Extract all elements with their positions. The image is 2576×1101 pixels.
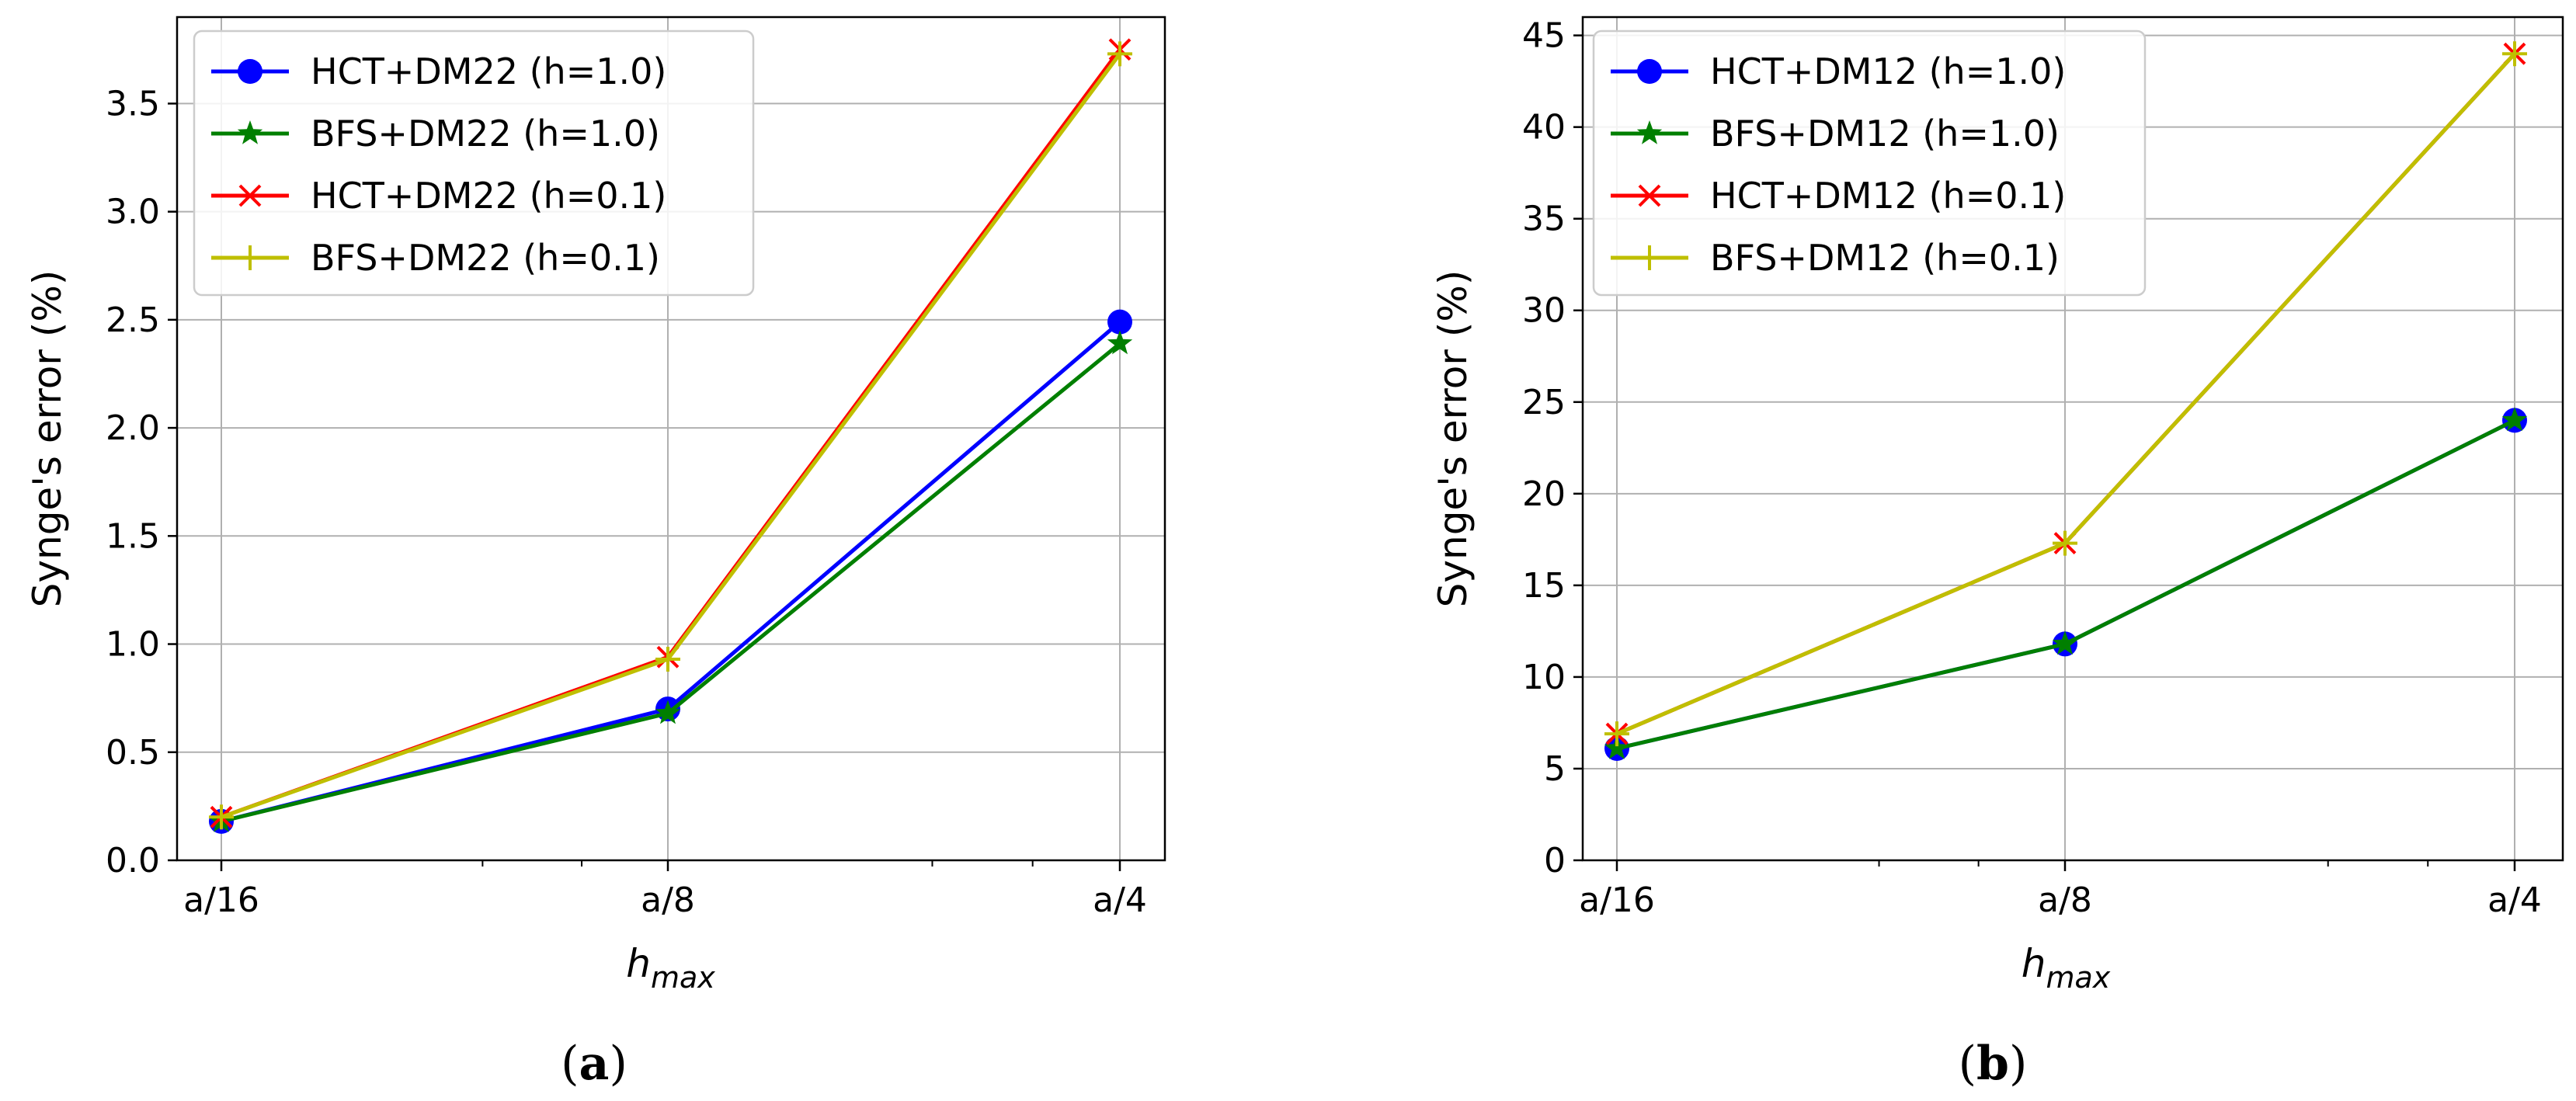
x-tick-label: a/4 [1093,880,1147,920]
y-tick-label: 2.5 [106,300,160,340]
data-point [209,804,234,830]
legend: HCT+DM22 (h=1.0) BFS+DM22 (h=1.0) HCT+DM22… [193,30,755,297]
legend: HCT+DM12 (h=1.0) BFS+DM12 (h=1.0) HCT+DM12… [1592,30,2147,297]
x-axis-title-main: h [626,941,651,986]
y-tick-label: 25 [1522,383,1566,422]
y-tick-label: 2.0 [106,408,160,448]
series-line [221,320,1121,824]
legend-entry: BFS+DM22 (h=1.0) [311,113,660,155]
x-tick-label: a/4 [2487,880,2542,920]
y-tick-label: 30 [1522,291,1566,331]
data-point [2501,407,2528,432]
y-tick-label: 0.0 [106,841,160,880]
x-axis-title-main: h [2022,941,2046,986]
y-tick-label: 3.0 [106,193,160,232]
legend-entry: HCT+DM22 (h=1.0) [311,50,666,92]
legend-marker [238,59,262,84]
chart-b: 0 5 10 15 20 25 30 35 40 45 a/16 a/8 a/4 Synge's erro… [1431,16,2564,1091]
data-point [1107,309,1132,335]
legend-entry: HCT+DM12 (h=0.1) [1710,175,2066,217]
legend-entry: BFS+DM12 (h=1.0) [1710,113,2060,155]
legend-marker [238,184,262,207]
y-tick-label: 1.5 [106,516,160,556]
caption-open: ( [1959,1037,1976,1091]
series-line [221,342,1121,824]
legend-entry: HCT+DM12 (h=1.0) [1710,50,2066,92]
data-point [2502,41,2527,67]
legend-marker [1637,245,1662,270]
data-point [1604,721,1629,747]
series-3 [209,41,1132,830]
plot-frame [176,16,1166,862]
caption-letter: b [1976,1037,2009,1091]
y-tick-label: 1.0 [106,625,160,665]
x-axis-title: hmax [2022,941,2111,995]
x-axis-title-sub: max [2046,960,2110,995]
series-1 [1604,407,2528,759]
x-axis-title: hmax [626,941,715,995]
data-point [1604,735,1630,759]
legend-box [193,30,755,297]
legend-marker [238,245,262,270]
series-1 [208,330,1133,832]
series-0 [209,309,1132,834]
x-tick-label: a/16 [183,880,259,920]
y-tick-label: 15 [1522,566,1566,606]
y-tick-label: 10 [1522,658,1566,697]
data-point [2053,530,2077,556]
y-axis-title: Synge's error (%) [25,270,70,608]
y-tick-label: 3.5 [106,84,160,123]
data-point [1107,41,1132,67]
data-point [655,700,681,724]
plot-frame [1581,16,2564,862]
y-tick-label: 45 [1522,16,1566,56]
x-tick-label: a/16 [1579,880,1655,920]
caption-open: ( [561,1037,579,1091]
legend-entry: BFS+DM22 (h=0.1) [311,237,660,279]
x-tick-label: a/8 [2038,880,2092,920]
x-axis-title-sub: max [651,960,715,995]
legend-marker [1638,184,1661,207]
caption-close: ) [2009,1037,2027,1091]
legend-marker [237,120,263,144]
y-axis-title: Synge's error (%) [1431,270,1476,608]
y-tick-label: 0 [1544,841,1566,880]
caption-close: ) [609,1037,627,1091]
y-tick-label: 35 [1522,200,1566,239]
figure-caption: (b) [1959,1037,2028,1091]
y-tick-label: 20 [1522,474,1566,514]
legend-box [1592,30,2147,297]
y-tick-label: 5 [1544,749,1566,789]
data-point [1107,330,1133,355]
figure-caption: (a) [561,1037,627,1091]
legend-entry: BFS+DM12 (h=0.1) [1710,237,2060,279]
series-3 [1604,41,2527,747]
legend-entry: HCT+DM22 (h=0.1) [311,175,666,217]
caption-letter: a [579,1037,610,1091]
legend-marker [1636,120,1663,144]
data-point [655,647,680,672]
legend-marker [1637,59,1662,84]
chart-a: 0.0 0.5 1.0 1.5 2.0 2.5 3.0 3.5 a/16 a/8 a/4 Synge'… [25,16,1166,1091]
x-tick-label: a/8 [641,880,695,920]
y-tick-label: 0.5 [106,733,160,773]
data-point [2052,630,2078,655]
y-tick-label: 40 [1522,108,1566,148]
